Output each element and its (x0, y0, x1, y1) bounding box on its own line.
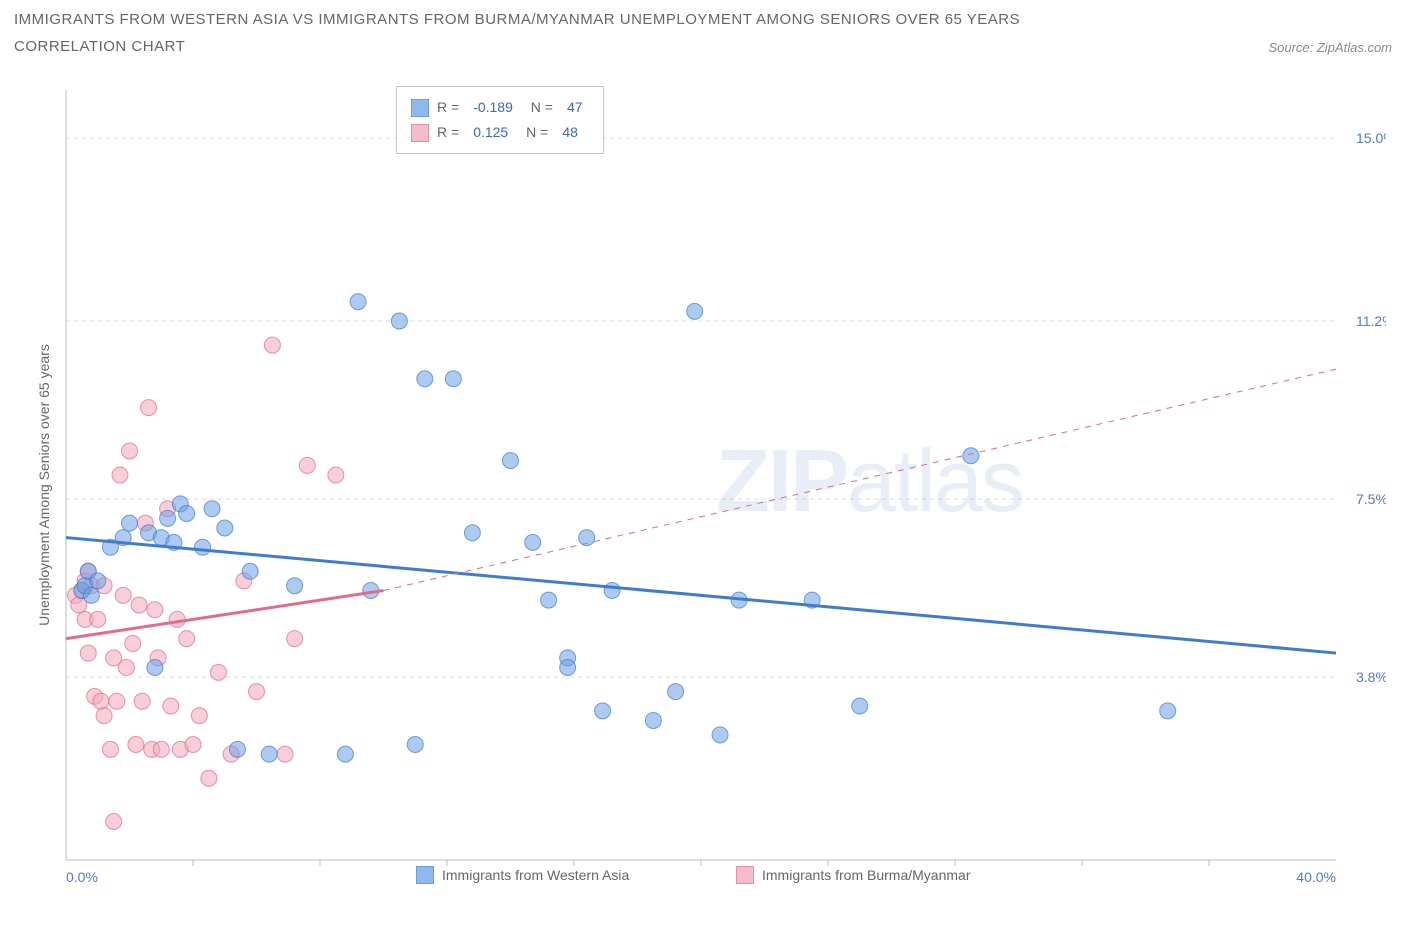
legend-r-a: -0.189 (467, 95, 519, 120)
svg-text:3.8%: 3.8% (1356, 669, 1386, 685)
bottom-key-a-icon (416, 866, 434, 884)
chart-title: IMMIGRANTS FROM WESTERN ASIA VS IMMIGRAN… (14, 8, 1392, 32)
bottom-legend-b-label: Immigrants from Burma/Myanmar (762, 867, 970, 883)
svg-text:40.0%: 40.0% (1296, 869, 1336, 885)
legend-key-a-icon (411, 99, 429, 117)
scatter-chart: 3.8% 7.5% 11.2% 15.0% 0.0% 40.0% (56, 80, 1386, 890)
legend-r-b: 0.125 (467, 120, 514, 145)
svg-text:0.0%: 0.0% (66, 869, 98, 885)
svg-text:15.0%: 15.0% (1356, 130, 1386, 146)
legend-row-a: R =-0.189 N =47 (411, 95, 589, 120)
legend-n-a: 47 (561, 95, 589, 120)
y-axis-label: Unemployment Among Seniors over 65 years (36, 344, 52, 626)
bottom-legend-a: Immigrants from Western Asia (416, 866, 629, 884)
chart-header: IMMIGRANTS FROM WESTERN ASIA VS IMMIGRAN… (14, 8, 1392, 55)
chart-subtitle: CORRELATION CHART (14, 38, 1392, 55)
chart-container: Unemployment Among Seniors over 65 years… (56, 80, 1386, 890)
stats-legend: R =-0.189 N =47 R =0.125 N =48 (396, 86, 604, 154)
legend-n-b: 48 (556, 120, 584, 145)
bottom-legend-b: Immigrants from Burma/Myanmar (736, 866, 970, 884)
legend-key-b-icon (411, 124, 429, 142)
bottom-key-b-icon (736, 866, 754, 884)
source-label: Source: ZipAtlas.com (1268, 40, 1392, 55)
legend-row-b: R =0.125 N =48 (411, 120, 589, 145)
svg-text:7.5%: 7.5% (1356, 491, 1386, 507)
svg-text:11.2%: 11.2% (1356, 313, 1386, 329)
bottom-legend-a-label: Immigrants from Western Asia (442, 867, 629, 883)
